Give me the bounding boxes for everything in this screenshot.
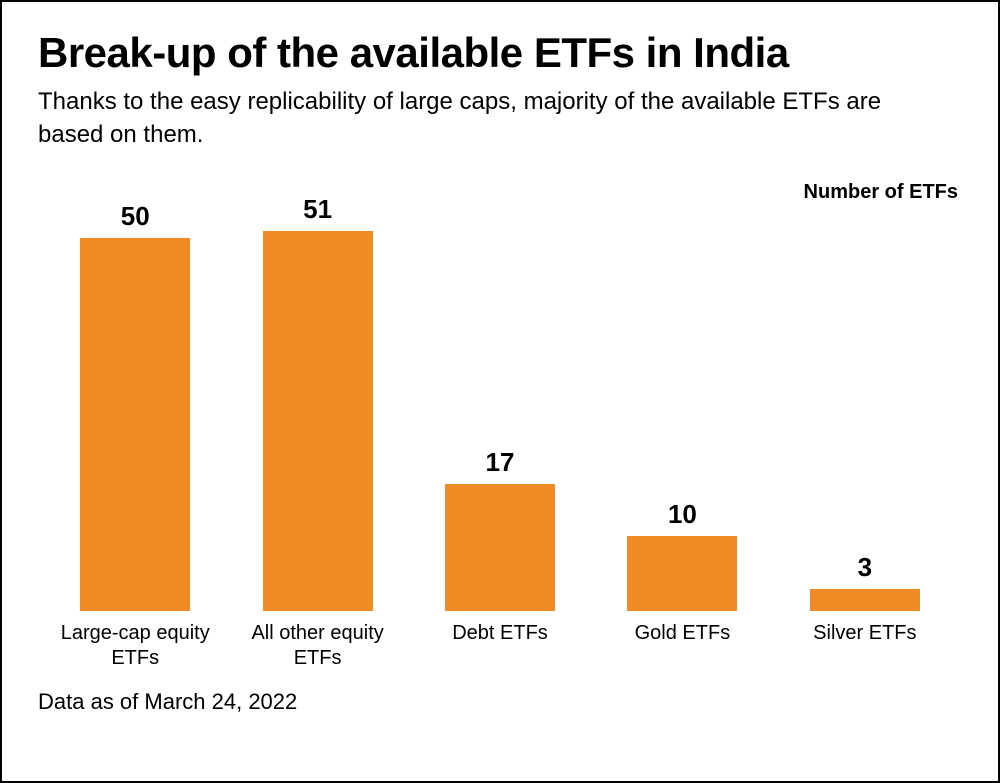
bar [80, 238, 190, 611]
bar-label: All other equity ETFs [226, 615, 408, 671]
chart-subtitle: Thanks to the easy replicability of larg… [38, 86, 938, 151]
chart-title: Break-up of the available ETFs in India [38, 30, 962, 76]
bar-value: 3 [858, 552, 872, 583]
chart-frame: Break-up of the available ETFs in India … [0, 0, 1000, 783]
bar-label: Large-cap equity ETFs [44, 615, 226, 671]
bar [445, 484, 555, 611]
chart-area: Number of ETFs 505117103 Large-cap equit… [38, 171, 962, 671]
bar [810, 589, 920, 611]
bar-col: 3 [774, 171, 956, 611]
labels-container: Large-cap equity ETFsAll other equity ET… [38, 615, 962, 671]
bar-label: Gold ETFs [591, 615, 773, 671]
bar-value: 10 [668, 499, 697, 530]
bar [263, 231, 373, 611]
bar-col: 17 [409, 171, 591, 611]
bar-label: Debt ETFs [409, 615, 591, 671]
bar-col: 50 [44, 171, 226, 611]
bar-col: 51 [226, 171, 408, 611]
bar-value: 17 [486, 447, 515, 478]
bar [627, 536, 737, 611]
chart-footnote: Data as of March 24, 2022 [38, 689, 962, 715]
bar-value: 51 [303, 194, 332, 225]
bars-container: 50 51 17 10 3 [38, 171, 962, 611]
bar-col: 10 [591, 171, 773, 611]
bar-value: 50 [121, 201, 150, 232]
bar-label: Silver ETFs [774, 615, 956, 671]
